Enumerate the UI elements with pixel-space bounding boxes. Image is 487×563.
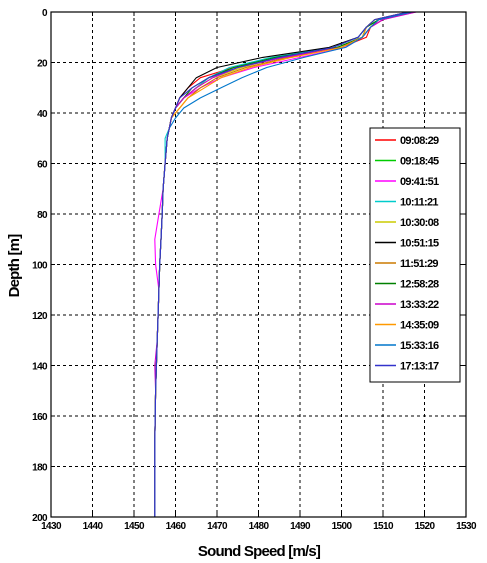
legend-label: 17:13:17 xyxy=(400,361,439,373)
x-axis-label: Sound Speed [m/s] xyxy=(198,543,321,560)
legend-label: 13:33:22 xyxy=(400,299,439,311)
y-tick-label: 120 xyxy=(32,311,48,322)
legend-label: 14:35:09 xyxy=(400,320,439,332)
legend-label: 15:33:16 xyxy=(400,340,439,352)
y-axis-ticks: 0 20 40 60 80 100 120 140 160 180 200 xyxy=(32,8,466,524)
y-tick-label: 160 xyxy=(32,412,48,423)
legend: 09:08:29 09:18:45 09:41:51 10:11:21 10:30:08… xyxy=(369,127,461,383)
x-tick-label: 1490 xyxy=(290,521,311,532)
plot-lines xyxy=(154,11,417,517)
y-tick-label: 60 xyxy=(37,160,48,171)
x-tick-label: 1450 xyxy=(124,521,145,532)
legend-label: 09:18:45 xyxy=(400,156,439,168)
x-tick-label: 1500 xyxy=(332,521,353,532)
x-tick-label: 1440 xyxy=(83,521,104,532)
series-line-171317 xyxy=(154,11,409,517)
legend-label: 09:41:51 xyxy=(400,176,439,188)
legend-label: 09:08:29 xyxy=(400,135,439,147)
y-tick-label: 140 xyxy=(32,362,48,373)
y-tick-label: 0 xyxy=(42,8,48,19)
legend-box xyxy=(369,127,461,383)
x-tick-label: 1520 xyxy=(415,521,436,532)
x-tick-label: 1480 xyxy=(249,521,270,532)
y-tick-label: 40 xyxy=(37,109,48,120)
legend-label: 10:30:08 xyxy=(400,217,439,229)
y-tick-label: 80 xyxy=(37,210,48,221)
x-tick-label: 1460 xyxy=(166,521,187,532)
y-tick-label: 100 xyxy=(32,261,48,272)
y-axis-label: Depth [m] xyxy=(6,234,23,298)
legend-label: 10:11:21 xyxy=(400,197,438,209)
x-tick-label: 1430 xyxy=(41,521,62,532)
y-tick-label: 20 xyxy=(37,59,48,70)
legend-label: 12:58:28 xyxy=(400,279,439,291)
x-tick-label: 1470 xyxy=(207,521,228,532)
legend-label: 11:51:29 xyxy=(400,258,438,270)
x-tick-label: 1510 xyxy=(373,521,394,532)
y-tick-label: 200 xyxy=(32,513,48,524)
legend-label: 10:51:15 xyxy=(400,238,439,250)
y-tick-label: 180 xyxy=(32,463,48,474)
x-axis-ticks: 1430 1440 1450 1460 1470 1480 1490 1500 1510 1520… xyxy=(41,12,478,532)
x-tick-label: 1530 xyxy=(456,521,477,532)
